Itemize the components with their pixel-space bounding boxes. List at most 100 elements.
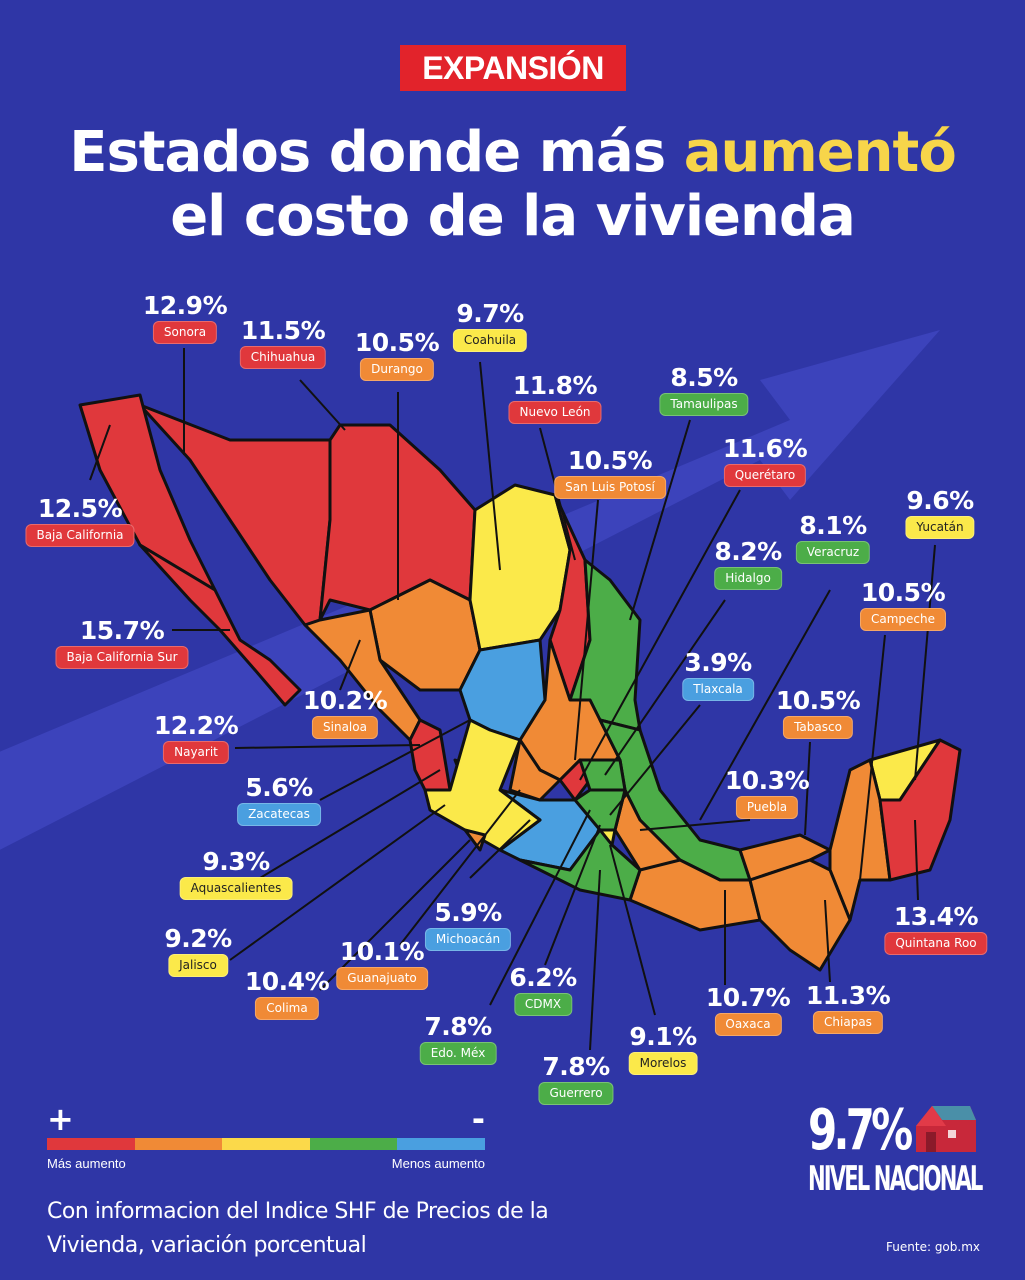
state-name-badge: Tamaulipas [659, 393, 749, 416]
state-value: 11.8% [512, 371, 598, 400]
state-name-badge: CDMX [513, 993, 573, 1016]
state-name-badge: Tabasco [783, 716, 853, 739]
national-label: NIVEL NACIONAL [808, 1159, 983, 1199]
state-name-badge: Guanajuato [336, 967, 428, 990]
state-name-badge: Durango [360, 358, 434, 381]
state-value: 10.5% [775, 686, 861, 715]
state-region-quintana-roo [878, 738, 962, 882]
state-name-badge: Querétaro [723, 464, 807, 487]
state-region-baja-california-sur [138, 543, 302, 707]
leader-line [629, 419, 691, 621]
state-value: 11.6% [722, 434, 808, 463]
legend-more-label: Más aumento [47, 1156, 126, 1171]
state-name-badge: Jalisco [168, 954, 228, 977]
leader-line [259, 769, 441, 879]
state-label-quintana-roo: 13.4% Quintana Roo [884, 903, 988, 955]
legend-minus: - [471, 1100, 485, 1138]
state-region-guanajuato [508, 738, 562, 802]
leader-line [489, 809, 591, 1006]
state-label-nayarit: 12.2% Nayarit [153, 711, 239, 764]
state-name-badge: Hidalgo [714, 567, 782, 590]
legend-gradient-bar [47, 1138, 485, 1150]
state-value: 8.1% [799, 511, 867, 540]
state-label-chiapas: 11.3% Chiapas [805, 981, 891, 1034]
state-name-badge: Tlaxcala [682, 678, 754, 701]
state-label-campeche: 10.5% Campeche [859, 579, 947, 631]
leader-line [234, 744, 421, 749]
state-name-badge: Baja California Sur [55, 646, 189, 669]
state-label-hidalgo: 8.2% Hidalgo [714, 538, 782, 590]
leader-line [699, 589, 831, 821]
state-value: 12.9% [142, 291, 228, 320]
state-value: 5.9% [434, 898, 502, 927]
state-value: 7.8% [542, 1052, 610, 1081]
state-value: 15.7% [79, 616, 165, 645]
state-label-cdmx: 6.2% CDMX [509, 964, 577, 1016]
state-region-tabasco [738, 833, 832, 882]
state-name-badge: Zacatecas [237, 803, 321, 826]
leader-line [229, 804, 446, 961]
state-label-sonora: 12.9% Sonora [142, 291, 228, 344]
state-name-badge: Nayarit [163, 741, 229, 764]
state-value: 10.3% [724, 766, 810, 795]
state-label-morelos: 9.1% Morelos [628, 1022, 698, 1075]
state-region-baja-california [78, 393, 217, 592]
state-value: 7.8% [424, 1012, 492, 1041]
state-name-badge: Puebla [735, 796, 799, 819]
state-name-badge: Morelos [628, 1052, 698, 1075]
state-name-badge: Oaxaca [714, 1013, 782, 1036]
state-name-badge: Campeche [859, 608, 947, 631]
state-value: 11.3% [805, 981, 891, 1010]
state-value: 5.6% [245, 773, 313, 802]
leader-line [579, 489, 741, 781]
state-label-baja-california: 12.5% Baja California [25, 495, 135, 547]
state-region-chiapas [748, 858, 852, 972]
legend-less-label: Menos aumento [391, 1156, 485, 1171]
state-value: 9.6% [906, 486, 974, 515]
state-value: 8.2% [714, 537, 782, 566]
state-value: 8.5% [670, 363, 738, 392]
state-label-veracruz: 8.1% Veracruz [795, 511, 871, 564]
state-value: 10.5% [567, 446, 653, 475]
state-label-san-luis-potosi: 10.5% San Luis Potosí [554, 447, 666, 499]
state-label-tamaulipas: 8.5% Tamaulipas [659, 363, 749, 416]
state-label-tabasco: 10.5% Tabasco [775, 686, 861, 739]
leader-line [299, 379, 346, 431]
state-label-aquascalientes: 9.3% Aquascalientes [179, 848, 293, 900]
title-text: Estados donde más [69, 120, 684, 185]
state-name-badge: Colima [255, 997, 319, 1020]
state-label-puebla: 10.3% Puebla [724, 766, 810, 819]
state-label-chihuahua: 11.5% Chihuahua [239, 317, 327, 369]
state-label-michoacan: 5.9% Michoacán [424, 898, 512, 951]
leader-line [604, 599, 726, 776]
state-name-badge: Veracruz [795, 541, 871, 564]
leader-line [859, 634, 886, 881]
state-region-edo-mex [573, 788, 627, 832]
state-label-nuevo-leon: 11.8% Nuevo León [508, 371, 602, 424]
state-name-badge: Sinaloa [312, 716, 378, 739]
house-icon [916, 1106, 976, 1152]
leader-line [574, 499, 599, 761]
state-label-tlaxcala: 3.9% Tlaxcala [682, 649, 754, 701]
state-value: 9.7% [456, 299, 524, 328]
title-line-1: Estados donde más aumentó [0, 120, 1025, 185]
state-label-coahuila: 9.7% Coahuila [452, 299, 528, 352]
leader-line [399, 789, 521, 946]
state-name-badge: Nuevo León [508, 401, 602, 424]
state-name-badge: Coahuila [452, 329, 528, 352]
state-label-baja-california-sur: 15.7% Baja California Sur [55, 616, 189, 669]
state-value: 9.1% [629, 1022, 697, 1051]
state-region-colima [463, 828, 487, 852]
state-label-guerrero: 7.8% Guerrero [538, 1052, 614, 1105]
leader-line [804, 741, 811, 836]
state-value: 12.2% [153, 711, 239, 740]
leader-line [319, 839, 471, 991]
leader-line [469, 819, 531, 879]
legend-plus: + [47, 1100, 74, 1138]
state-value: 10.1% [339, 937, 425, 966]
state-label-yucatan: 9.6% Yucatán [905, 486, 975, 539]
state-value: 10.4% [244, 967, 330, 996]
state-name-badge: Chihuahua [239, 346, 327, 369]
state-label-colima: 10.4% Colima [244, 967, 330, 1020]
leader-line [479, 361, 501, 571]
